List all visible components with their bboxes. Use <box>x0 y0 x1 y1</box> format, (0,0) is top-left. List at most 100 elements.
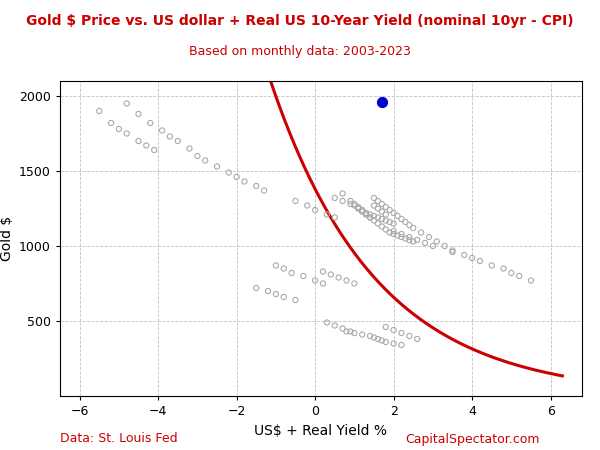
Point <box>373 220 383 227</box>
Point <box>361 211 371 218</box>
Point <box>263 288 273 295</box>
Point <box>326 271 335 278</box>
Point <box>318 268 328 275</box>
Point <box>251 284 261 292</box>
Point <box>389 230 398 238</box>
Point <box>142 142 151 149</box>
Point <box>361 209 371 216</box>
Y-axis label: Gold $: Gold $ <box>0 216 14 261</box>
Point <box>271 262 281 269</box>
Point <box>385 207 394 214</box>
Point <box>448 248 457 256</box>
Point <box>369 212 379 220</box>
Point <box>239 178 249 185</box>
Point <box>342 328 352 335</box>
Point <box>377 208 386 215</box>
Point <box>404 333 414 340</box>
Point <box>251 182 261 189</box>
Point <box>232 173 241 180</box>
Point <box>409 238 418 245</box>
Point <box>122 100 131 107</box>
Point <box>173 137 182 144</box>
Point <box>353 205 363 212</box>
Point <box>299 272 308 279</box>
Point <box>134 110 143 117</box>
Point <box>377 200 386 207</box>
Point <box>467 254 477 261</box>
Point <box>322 211 332 218</box>
Point <box>302 202 312 209</box>
Point <box>401 235 410 242</box>
Point <box>385 218 394 225</box>
Point <box>350 329 359 337</box>
Point <box>381 324 391 331</box>
Point <box>393 232 403 239</box>
Point <box>157 127 167 134</box>
Point <box>165 133 175 140</box>
Point <box>365 211 375 218</box>
Point <box>514 272 524 279</box>
Point <box>369 334 379 341</box>
Point <box>318 280 328 287</box>
Point <box>412 335 422 342</box>
Point <box>212 163 222 170</box>
Point <box>389 340 398 347</box>
Point <box>350 202 359 209</box>
Point <box>416 229 426 236</box>
Point <box>310 207 320 214</box>
Point <box>397 234 406 241</box>
Point <box>365 214 375 221</box>
Point <box>475 257 485 265</box>
Point <box>346 200 355 207</box>
Text: Based on monthly data: 2003-2023: Based on monthly data: 2003-2023 <box>189 45 411 58</box>
Point <box>145 119 155 126</box>
Text: Data: St. Louis Fed: Data: St. Louis Fed <box>60 432 178 446</box>
Point <box>290 297 300 304</box>
Point <box>330 322 340 329</box>
Point <box>310 277 320 284</box>
Point <box>428 243 437 250</box>
Point <box>134 137 143 144</box>
Point <box>432 238 442 245</box>
Point <box>381 203 391 211</box>
Point <box>350 200 359 207</box>
Point <box>369 202 379 209</box>
Point <box>389 220 398 227</box>
Point <box>397 329 406 337</box>
Point <box>373 214 383 221</box>
Point <box>358 208 367 215</box>
Point <box>389 227 398 234</box>
X-axis label: US$ + Real Yield %: US$ + Real Yield % <box>254 423 388 437</box>
Point <box>377 337 386 344</box>
Point <box>499 265 508 272</box>
Point <box>397 342 406 349</box>
Point <box>381 211 391 218</box>
Point <box>506 270 516 277</box>
Point <box>290 198 300 205</box>
Point <box>487 262 497 269</box>
Point <box>114 126 124 133</box>
Point <box>358 331 367 338</box>
Point <box>373 198 383 205</box>
Point <box>200 157 210 164</box>
Point <box>369 217 379 224</box>
Point <box>389 209 398 216</box>
Text: CapitalSpectator.com: CapitalSpectator.com <box>406 432 540 446</box>
Point <box>397 230 406 238</box>
Point <box>393 212 403 220</box>
Point <box>279 265 289 272</box>
Point <box>404 234 414 241</box>
Point <box>224 169 233 176</box>
Point <box>373 205 383 212</box>
Point <box>409 225 418 232</box>
Point <box>279 293 289 301</box>
Point <box>381 226 391 233</box>
Point <box>330 194 340 202</box>
Point <box>322 319 332 326</box>
Point <box>404 221 414 229</box>
Point <box>106 119 116 126</box>
Point <box>353 203 363 211</box>
Point <box>365 333 375 340</box>
Point <box>385 229 394 236</box>
Point <box>350 280 359 287</box>
